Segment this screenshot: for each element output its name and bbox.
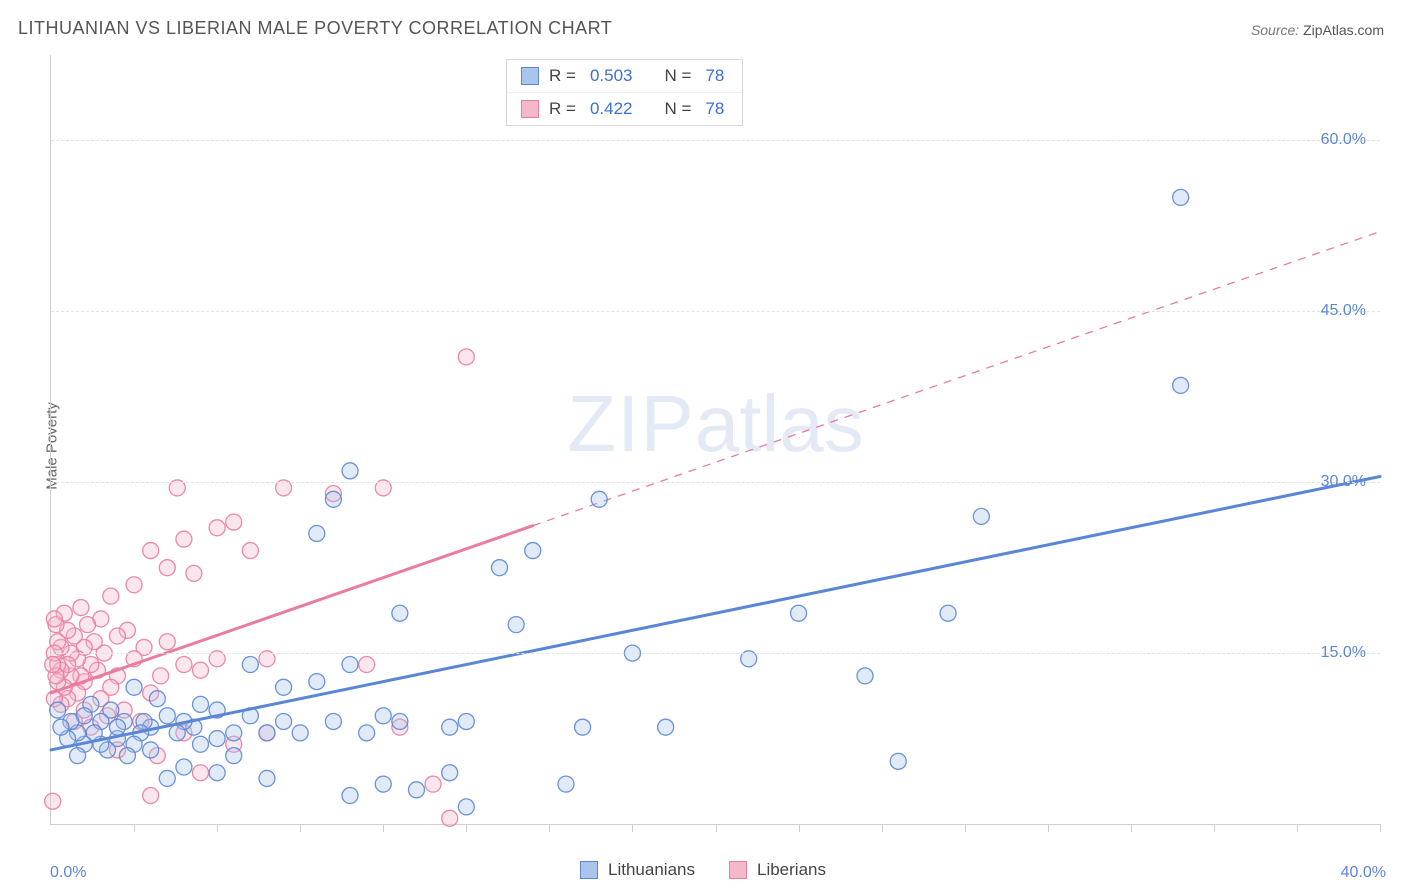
y-tick-label: 30.0% (1321, 473, 1366, 491)
legend-label-lithuanians: Lithuanians (608, 860, 695, 880)
legend: Lithuanians Liberians (580, 860, 826, 880)
x-tick (1131, 824, 1132, 832)
gridline (51, 653, 1380, 654)
x-tick (134, 824, 135, 832)
r-value-liberians: 0.422 (590, 99, 633, 119)
y-tick-label: 60.0% (1321, 131, 1366, 149)
gridline (51, 140, 1380, 141)
chart-container: LITHUANIAN VS LIBERIAN MALE POVERTY CORR… (0, 0, 1406, 892)
chart-title: LITHUANIAN VS LIBERIAN MALE POVERTY CORR… (18, 18, 612, 39)
legend-swatch-liberians (729, 861, 747, 879)
x-tick (383, 824, 384, 832)
stats-row-lithuanians: R = 0.503 N = 78 (507, 60, 742, 92)
x-axis-max-label: 40.0% (1341, 864, 1386, 882)
correlation-stats-box: R = 0.503 N = 78 R = 0.422 N = 78 (506, 59, 743, 126)
n-value-liberians: 78 (705, 99, 724, 119)
legend-swatch-lithuanians (580, 861, 598, 879)
y-tick-label: 15.0% (1321, 644, 1366, 662)
x-tick (716, 824, 717, 832)
source-label: Source: (1251, 22, 1299, 38)
source-citation: Source: ZipAtlas.com (1251, 22, 1384, 38)
x-tick (300, 824, 301, 832)
x-tick (965, 824, 966, 832)
r-value-lithuanians: 0.503 (590, 66, 633, 86)
plot-area: ZIPatlas R = 0.503 N = 78 R = 0.422 N = … (50, 55, 1380, 825)
x-tick (1380, 824, 1381, 832)
x-axis-min-label: 0.0% (50, 864, 86, 882)
r-label: R = (549, 99, 576, 119)
chart-svg (51, 55, 1380, 824)
r-label: R = (549, 66, 576, 86)
legend-item-liberians: Liberians (729, 860, 826, 880)
swatch-lithuanians (521, 67, 539, 85)
legend-label-liberians: Liberians (757, 860, 826, 880)
source-value: ZipAtlas.com (1303, 22, 1384, 38)
x-tick (1297, 824, 1298, 832)
legend-item-lithuanians: Lithuanians (580, 860, 695, 880)
stats-row-liberians: R = 0.422 N = 78 (507, 92, 742, 125)
y-tick-label: 45.0% (1321, 302, 1366, 320)
x-tick (1048, 824, 1049, 832)
swatch-liberians (521, 100, 539, 118)
gridline (51, 311, 1380, 312)
gridline (51, 482, 1380, 483)
n-value-lithuanians: 78 (705, 66, 724, 86)
n-label: N = (664, 99, 691, 119)
x-tick (549, 824, 550, 832)
x-tick (882, 824, 883, 832)
x-tick (217, 824, 218, 832)
x-tick (632, 824, 633, 832)
x-tick (799, 824, 800, 832)
n-label: N = (664, 66, 691, 86)
x-tick (1214, 824, 1215, 832)
x-tick (466, 824, 467, 832)
